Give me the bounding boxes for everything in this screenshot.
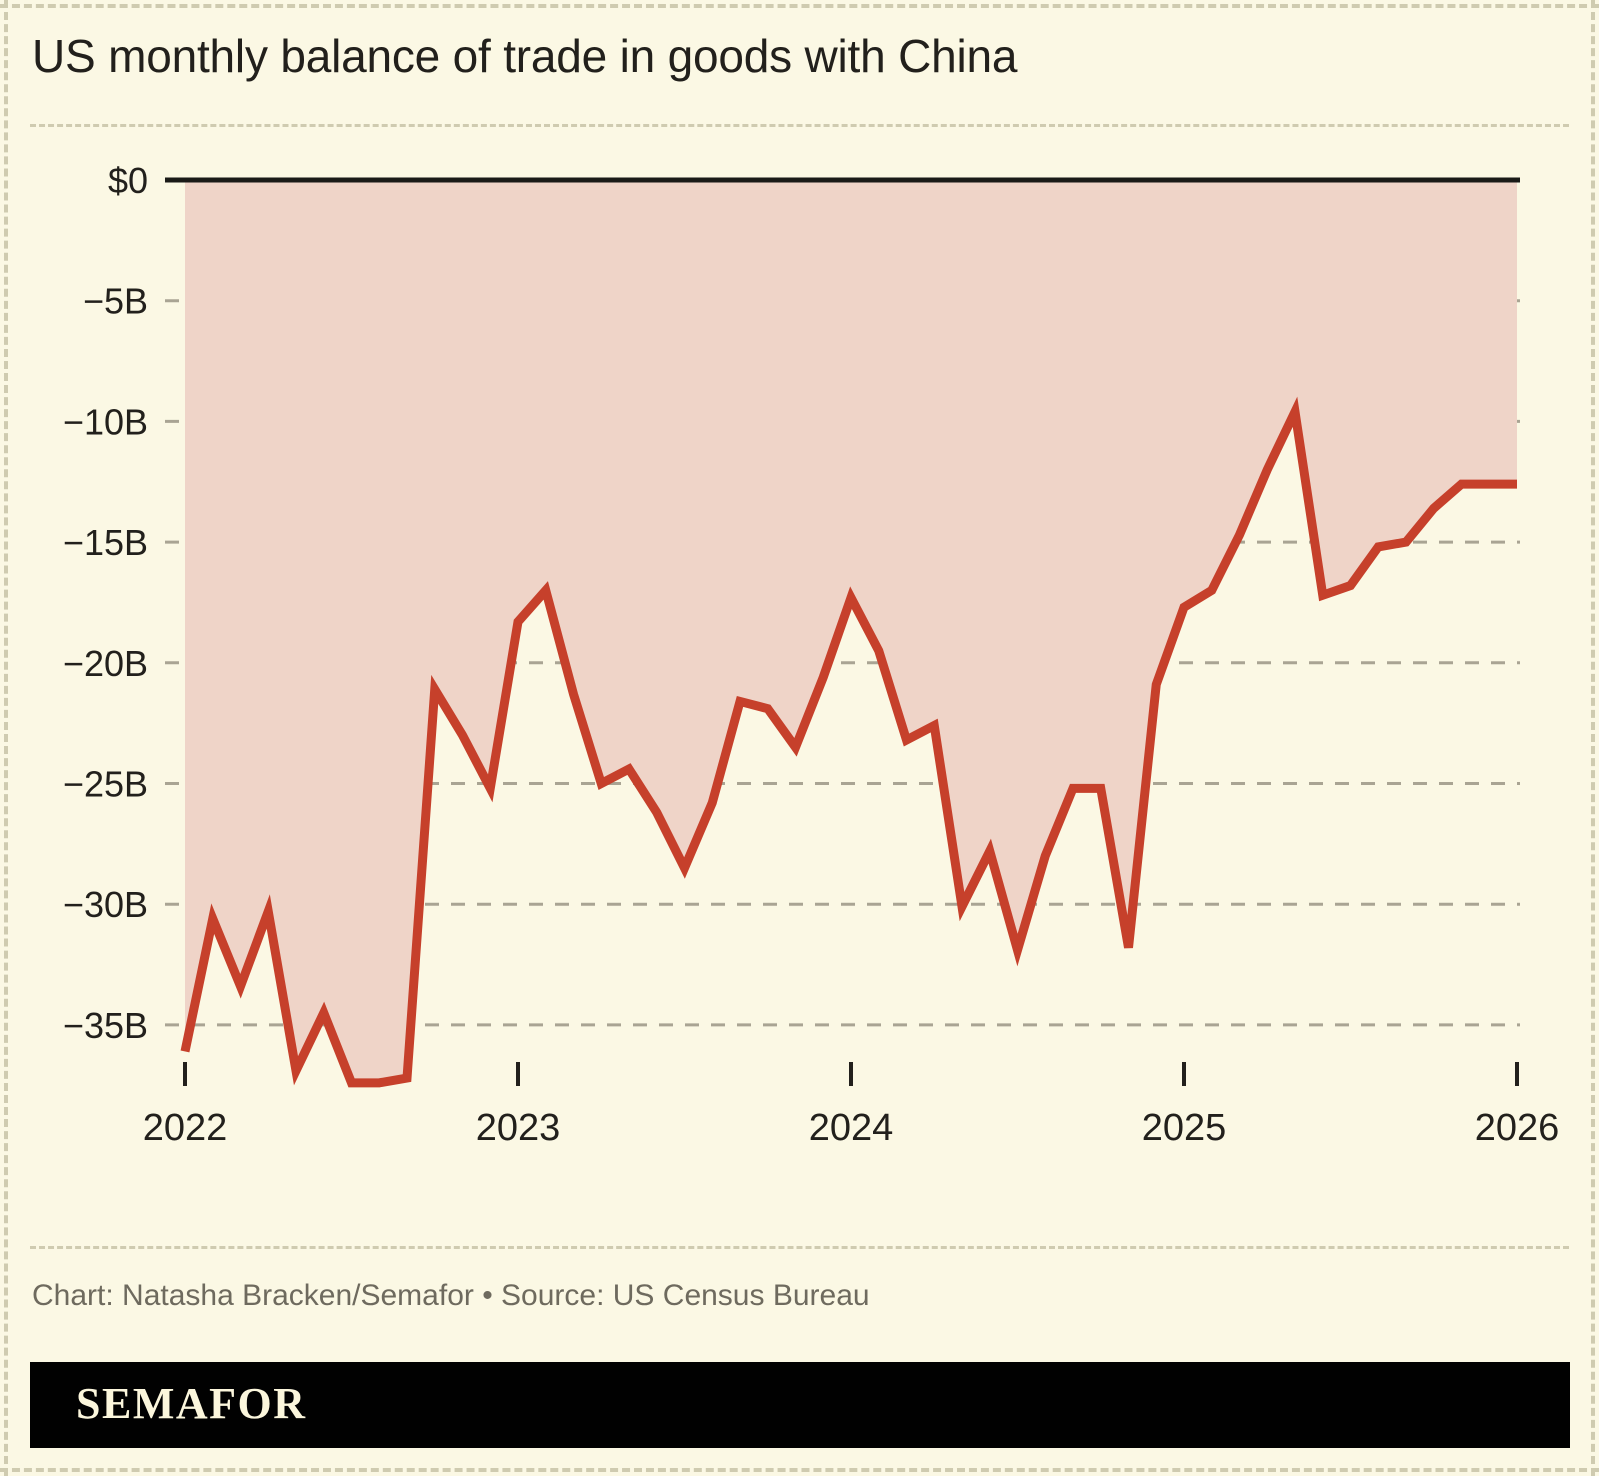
trade-balance-line [180, 396, 1517, 1088]
y-axis-tick-label: −5B [83, 281, 148, 322]
area-fill [185, 180, 1517, 1083]
y-axis-tick-label: −35B [63, 1005, 148, 1046]
x-axis-tick-labels: 2022 2023 2024 2025 2026 [143, 1062, 1560, 1149]
y-axis-tick-label: −15B [63, 522, 148, 563]
x-axis-tick-label: 2023 [476, 1107, 561, 1149]
card-frame-top [0, 4, 1599, 8]
area-fill-group [185, 180, 1517, 1083]
footer-divider [30, 1246, 1569, 1249]
semafor-wordmark: SEMAFOR [76, 1379, 307, 1428]
y-axis-tick-label: −30B [63, 884, 148, 925]
card-frame-right [1591, 0, 1595, 1476]
chart-credit-source: Chart: Natasha Bracken/Semafor • Source:… [32, 1279, 870, 1312]
x-axis-tick-label: 2024 [809, 1107, 894, 1149]
y-axis-tick-label: −10B [63, 401, 148, 442]
data-line-group [180, 396, 1517, 1088]
x-axis-tick-label: 2022 [143, 1107, 228, 1149]
y-axis-tick-label: $0 [108, 160, 148, 201]
card-frame-bottom [0, 1468, 1599, 1472]
x-axis-tick-label: 2025 [1142, 1107, 1227, 1149]
card-frame-left [4, 0, 8, 1476]
y-axis-tick-labels: $0 −5B −10B −15B −20B −25B −30B −35B [63, 160, 148, 1046]
y-axis-tick-label: −25B [63, 764, 148, 805]
semafor-logo-bar: SEMAFOR [30, 1362, 1570, 1448]
chart-title: US monthly balance of trade in goods wit… [32, 30, 1018, 82]
title-divider [30, 124, 1569, 127]
y-axis-tick-label: −20B [63, 643, 148, 684]
x-axis-tick-label: 2026 [1475, 1107, 1560, 1149]
